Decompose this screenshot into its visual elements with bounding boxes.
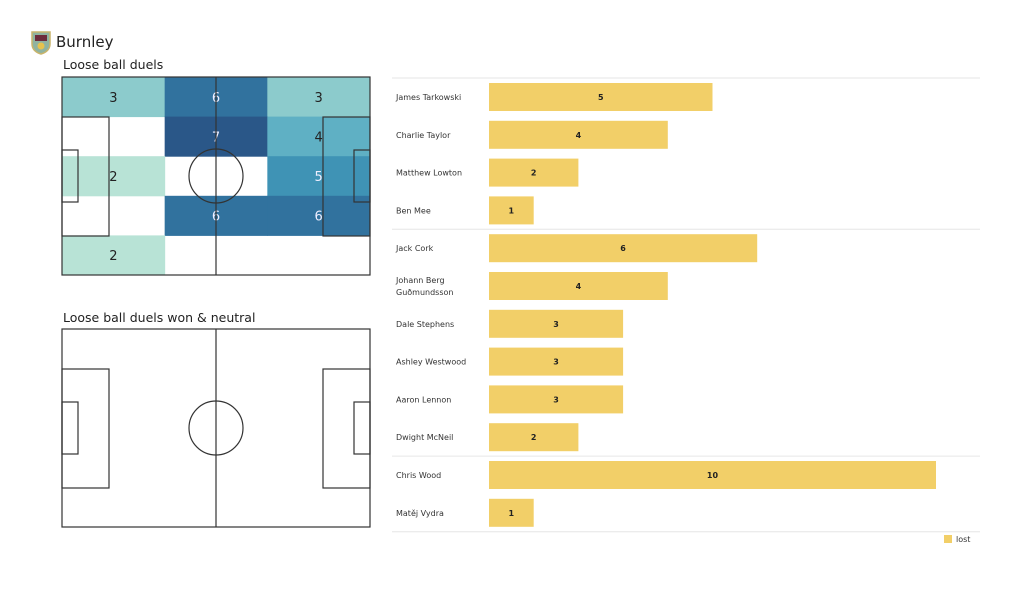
- bar-lost: [489, 83, 713, 111]
- six-yard-box-left: [61, 401, 79, 455]
- bar-lost: [489, 498, 534, 527]
- player-label: Guðmundsson: [396, 288, 453, 297]
- legend-swatch-lost: [944, 535, 952, 543]
- legend-label-lost: lost: [956, 535, 970, 544]
- bar-value-label: 1: [509, 509, 515, 518]
- player-label: Ben Mee: [396, 206, 431, 215]
- player-label: Johann Berg: [395, 276, 445, 285]
- player-label: Ashley Westwood: [396, 358, 466, 367]
- bar-value-label: 1: [509, 206, 515, 215]
- player-label: Aaron Lennon: [396, 395, 451, 404]
- bar-value-label: 6: [620, 244, 626, 253]
- heatmap-cell-label: 6: [315, 210, 323, 225]
- heatmap-cell-label: 3: [109, 91, 117, 106]
- bar-lost: [489, 158, 579, 187]
- player-label: Dwight McNeil: [396, 433, 453, 442]
- heatmap-title-won: Loose ball duels won & neutral: [63, 310, 256, 325]
- heatmap-cell-label: 2: [109, 249, 117, 264]
- heatmap-cell: [267, 116, 371, 157]
- bar-value-label: 5: [598, 93, 604, 102]
- heatmap-cell-label: 5: [315, 170, 323, 185]
- player-label: Jack Cork: [395, 244, 434, 253]
- heatmap-cell-label: 2: [109, 170, 117, 185]
- bar-value-label: 4: [576, 282, 582, 291]
- heatmap-cell: [267, 156, 371, 197]
- penalty-box-right: [322, 368, 371, 489]
- bar-value-label: 3: [553, 358, 559, 367]
- heatmap-cell: [62, 235, 166, 276]
- bar-lost: [489, 234, 758, 263]
- center-circle: [188, 148, 244, 204]
- player-label: Dale Stephens: [396, 320, 454, 329]
- bar-value-label: 2: [531, 433, 537, 442]
- bar-value-label: 10: [707, 471, 719, 480]
- heatmap-cell-label: 4: [315, 130, 323, 145]
- heatmap-title-duels: Loose ball duels: [63, 57, 164, 72]
- team-title: Burnley: [56, 33, 114, 51]
- penalty-box-left: [61, 368, 110, 489]
- player-label: Charlie Taylor: [396, 131, 451, 140]
- bar-lost: [489, 461, 936, 489]
- bar-lost: [489, 423, 579, 452]
- heatmap-cell: [267, 77, 371, 118]
- bar-lost: [489, 309, 624, 338]
- six-yard-box-left: [61, 149, 79, 203]
- player-label: Matěj Vydra: [396, 509, 444, 518]
- bar-value-label: 2: [531, 169, 537, 178]
- bar-lost: [489, 120, 668, 149]
- burnley-crest-logo: [31, 31, 51, 55]
- bar-value-label: 3: [553, 320, 559, 329]
- heatmap-cell: [267, 195, 371, 236]
- six-yard-box-right: [353, 149, 371, 203]
- player-label: James Tarkowski: [395, 93, 461, 102]
- bar-lost: [489, 385, 624, 414]
- player-label: Chris Wood: [396, 471, 441, 480]
- bar-value-label: 3: [553, 395, 559, 404]
- player-label: Matthew Lowton: [396, 169, 462, 178]
- center-circle: [188, 400, 244, 456]
- bar-lost: [489, 272, 668, 300]
- heatmap-cell: [62, 77, 166, 118]
- heatmap-cell: [62, 156, 166, 197]
- bar-lost: [489, 196, 534, 225]
- bar-lost: [489, 347, 624, 376]
- heatmap-cell-label: 3: [315, 91, 323, 106]
- six-yard-box-right: [353, 401, 371, 455]
- bar-value-label: 4: [576, 131, 582, 140]
